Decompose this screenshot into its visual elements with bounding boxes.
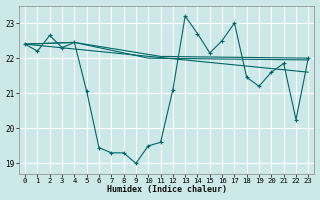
X-axis label: Humidex (Indice chaleur): Humidex (Indice chaleur) [107,185,227,194]
